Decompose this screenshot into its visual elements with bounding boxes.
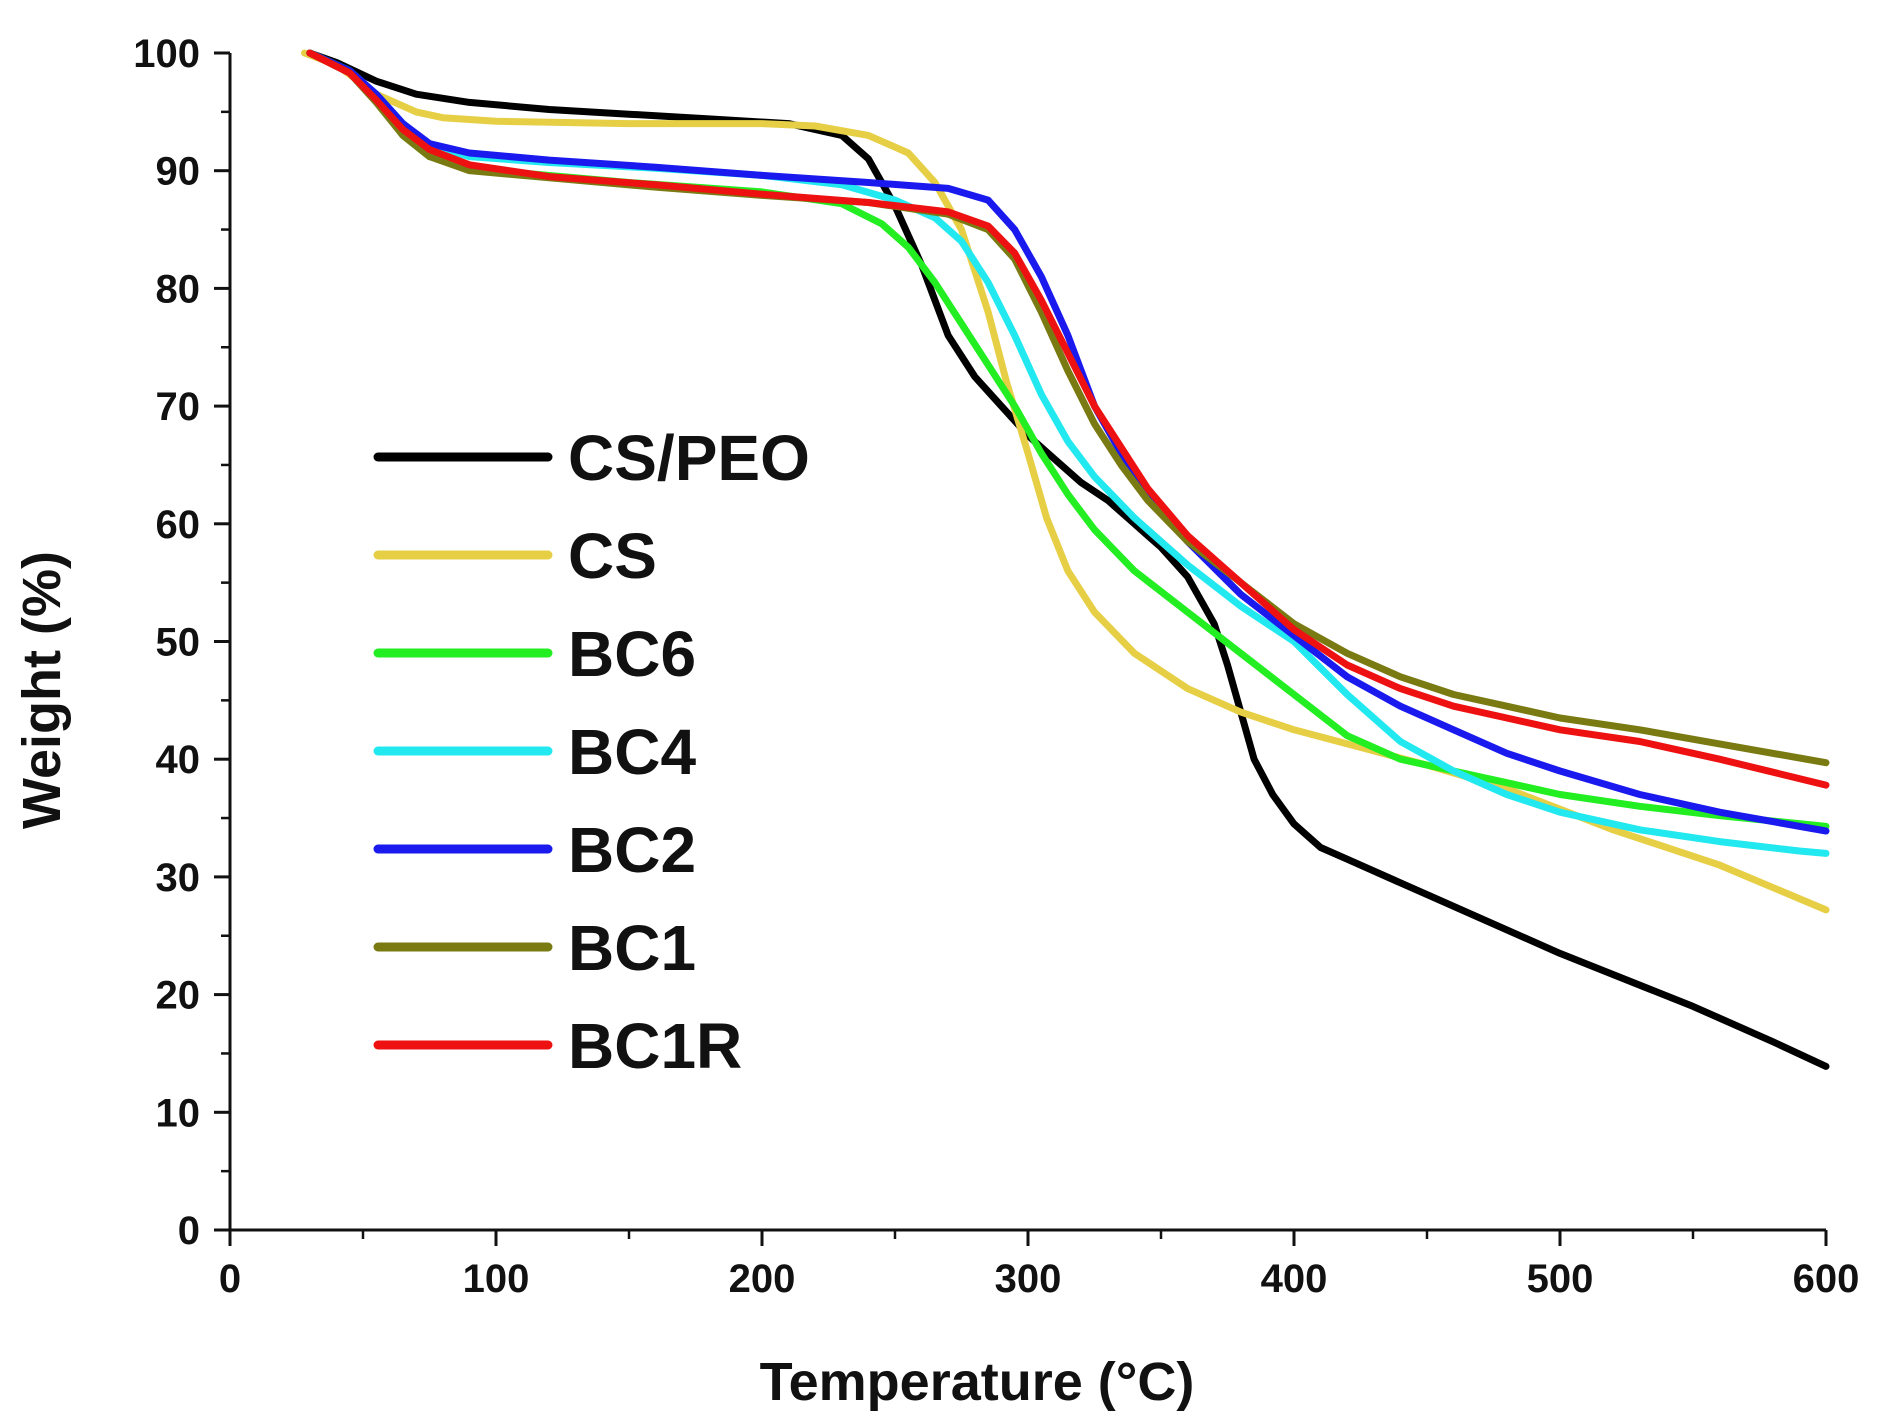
legend: CS/PEO CS BC6 BC4 BC2 BC1 BC1R xyxy=(373,422,810,1082)
x-tick-label: 200 xyxy=(729,1257,796,1301)
series-lines xyxy=(301,49,1830,1070)
axes: 0 10 20 30 40 50 60 70 80 90 100 0 100 200 300 400 500 60… xyxy=(133,32,1859,1301)
y-tick-label: 40 xyxy=(156,738,201,782)
x-tick-label: 0 xyxy=(219,1257,241,1301)
x-tick-label: 100 xyxy=(463,1257,530,1301)
y-tick-label: 20 xyxy=(156,974,201,1018)
series-line-bc2 xyxy=(306,49,1830,835)
y-tick-label: 90 xyxy=(156,150,201,194)
series-line-bc4 xyxy=(306,49,1830,857)
x-tick-label: 500 xyxy=(1527,1257,1594,1301)
x-axis-title: Temperature (°C) xyxy=(760,1352,1195,1412)
y-tick-label: 100 xyxy=(133,32,200,76)
y-tick-label: 60 xyxy=(156,503,201,547)
x-tick-label: 400 xyxy=(1261,1257,1328,1301)
y-tick-label: 10 xyxy=(156,1091,201,1135)
series-line-bc1 xyxy=(306,49,1830,767)
legend-label-bc4: BC4 xyxy=(568,716,696,788)
legend-label-bc2: BC2 xyxy=(568,814,696,886)
legend-label-bc1r: BC1R xyxy=(568,1010,742,1082)
x-tick-label: 300 xyxy=(995,1257,1062,1301)
series-line-cs-peo xyxy=(306,49,1830,1070)
series-line-bc1r xyxy=(306,49,1830,789)
y-tick-label: 50 xyxy=(156,621,201,665)
y-tick-label: 30 xyxy=(156,856,201,900)
legend-label-bc6: BC6 xyxy=(568,618,696,690)
legend-label-cs: CS xyxy=(568,520,657,592)
y-tick-label: 80 xyxy=(156,267,201,311)
legend-label-bc1: BC1 xyxy=(568,912,696,984)
x-tick-label: 600 xyxy=(1793,1257,1860,1301)
y-tick-label: 0 xyxy=(178,1209,200,1253)
legend-label-cs-peo: CS/PEO xyxy=(568,422,810,494)
y-axis-title: Weight (%) xyxy=(12,551,72,829)
y-tick-label: 70 xyxy=(156,385,201,429)
